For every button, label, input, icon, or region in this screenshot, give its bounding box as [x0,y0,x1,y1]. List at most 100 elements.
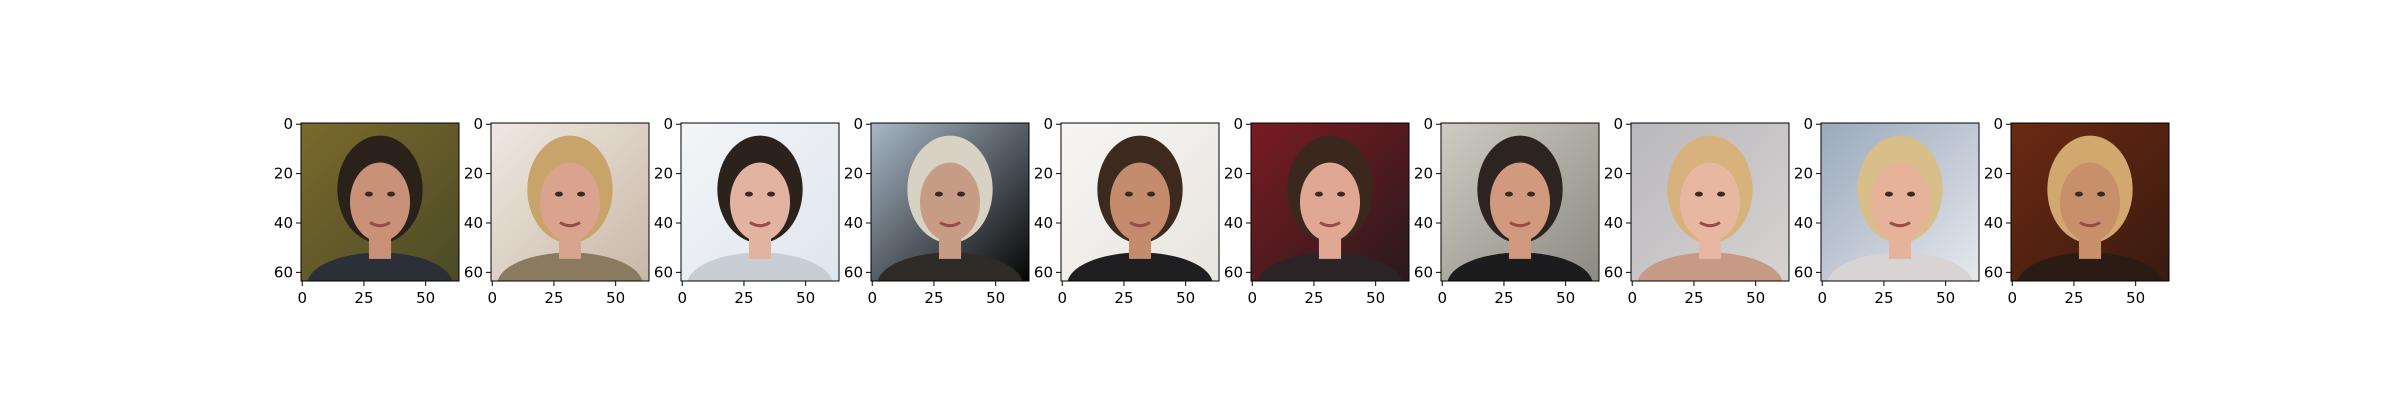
y-tick-label: 40 [1034,214,1053,232]
y-tick-label: 20 [1414,165,1433,183]
face-image [1251,123,1409,281]
eye-shape [1314,191,1323,197]
mouth-shape [1889,221,1911,228]
eye-shape [1694,191,1703,197]
x-tick-label: 25 [544,289,563,307]
y-tick-label: 60 [1604,263,1623,281]
y-tick-label: 20 [1984,165,2003,183]
shoulders-shape [1637,252,1783,281]
image-panel-9: 0 25 50 0 20 40 60 [1794,115,1980,307]
x-tick-label: 25 [1874,289,1893,307]
mouth-shape [1319,221,1341,228]
axes-frame [680,122,840,282]
x-tick-label: 50 [1936,289,1955,307]
shoulders-shape [2017,252,2163,281]
y-tick-label: 20 [844,165,863,183]
eye-shape [1337,191,1346,197]
eye-shape [1147,191,1156,197]
x-tick-label: 25 [354,289,373,307]
face-image [491,123,649,281]
y-tick-label: 0 [473,115,483,133]
y-tick-label: 0 [1233,115,1243,133]
mouth-shape [1509,221,1531,228]
x-tick-label: 50 [2126,289,2145,307]
x-tick-label: 50 [416,289,435,307]
y-tick-label: 60 [464,263,483,281]
eye-shape [364,191,373,197]
y-tick-label: 60 [844,263,863,281]
shoulders-shape [687,252,833,281]
face-shape [729,162,791,242]
x-tick-label: 0 [1627,289,1637,307]
x-tick-label: 0 [297,289,307,307]
eye-shape [957,191,966,197]
y-tick-label: 20 [464,165,483,183]
y-tick-label: 60 [1984,263,2003,281]
x-tick-label: 25 [1494,289,1513,307]
image-panel-4: 0 25 50 0 20 40 60 [844,115,1030,307]
x-tick-label: 0 [1247,289,1257,307]
face-image [1061,123,1219,281]
y-tick-label: 60 [1224,263,1243,281]
eye-shape [1717,191,1726,197]
face-image [1441,123,1599,281]
image-panel-2: 0 25 50 0 20 40 60 [464,115,650,307]
x-tick-label: 0 [1437,289,1447,307]
y-tick-label: 40 [1414,214,1433,232]
eye-shape [577,191,586,197]
y-tick-label: 60 [274,263,293,281]
eye-shape [767,191,776,197]
face-image [1631,123,1789,281]
shoulders-shape [1257,252,1403,281]
y-tick-label: 20 [1034,165,1053,183]
y-tick-label: 0 [853,115,863,133]
y-tick-label: 20 [654,165,673,183]
y-tick-label: 60 [1414,263,1433,281]
eye-shape [744,191,753,197]
face-shape [1109,162,1171,242]
eye-shape [1504,191,1513,197]
y-tick-label: 40 [1604,214,1623,232]
image-panel-8: 0 25 50 0 20 40 60 [1604,115,1790,307]
x-tick-label: 25 [1114,289,1133,307]
shoulders-shape [1827,252,1973,281]
axes-frame [2010,122,2170,282]
y-tick-label: 0 [1993,115,2003,133]
face-shape [2059,162,2121,242]
y-tick-label: 40 [1224,214,1243,232]
image-panel-3: 0 25 50 0 20 40 60 [654,115,840,307]
y-tick-label: 20 [274,165,293,183]
y-tick-label: 0 [1613,115,1623,133]
axes-frame [1440,122,1600,282]
shoulders-shape [1447,252,1593,281]
mouth-shape [939,221,961,228]
mouth-shape [749,221,771,228]
mouth-shape [2079,221,2101,228]
shoulders-shape [497,252,643,281]
x-tick-label: 0 [487,289,497,307]
axes-frame [1060,122,1220,282]
x-tick-label: 50 [1746,289,1765,307]
image-panel-10: 0 25 50 0 20 40 60 [1984,115,2170,307]
y-tick-label: 60 [1794,263,1813,281]
y-tick-label: 0 [283,115,293,133]
eye-shape [934,191,943,197]
face-image [301,123,459,281]
face-shape [1299,162,1361,242]
mouth-shape [559,221,581,228]
y-tick-label: 20 [1794,165,1813,183]
shoulders-shape [307,252,453,281]
shoulders-shape [1067,252,1213,281]
x-tick-label: 0 [867,289,877,307]
axes-frame [300,122,460,282]
y-tick-label: 40 [654,214,673,232]
x-tick-label: 25 [1304,289,1323,307]
x-tick-label: 50 [1556,289,1575,307]
mouth-shape [1699,221,1721,228]
x-tick-label: 50 [986,289,1005,307]
eye-shape [1124,191,1133,197]
y-tick-label: 0 [1043,115,1053,133]
face-shape [1869,162,1931,242]
shoulders-shape [877,252,1023,281]
